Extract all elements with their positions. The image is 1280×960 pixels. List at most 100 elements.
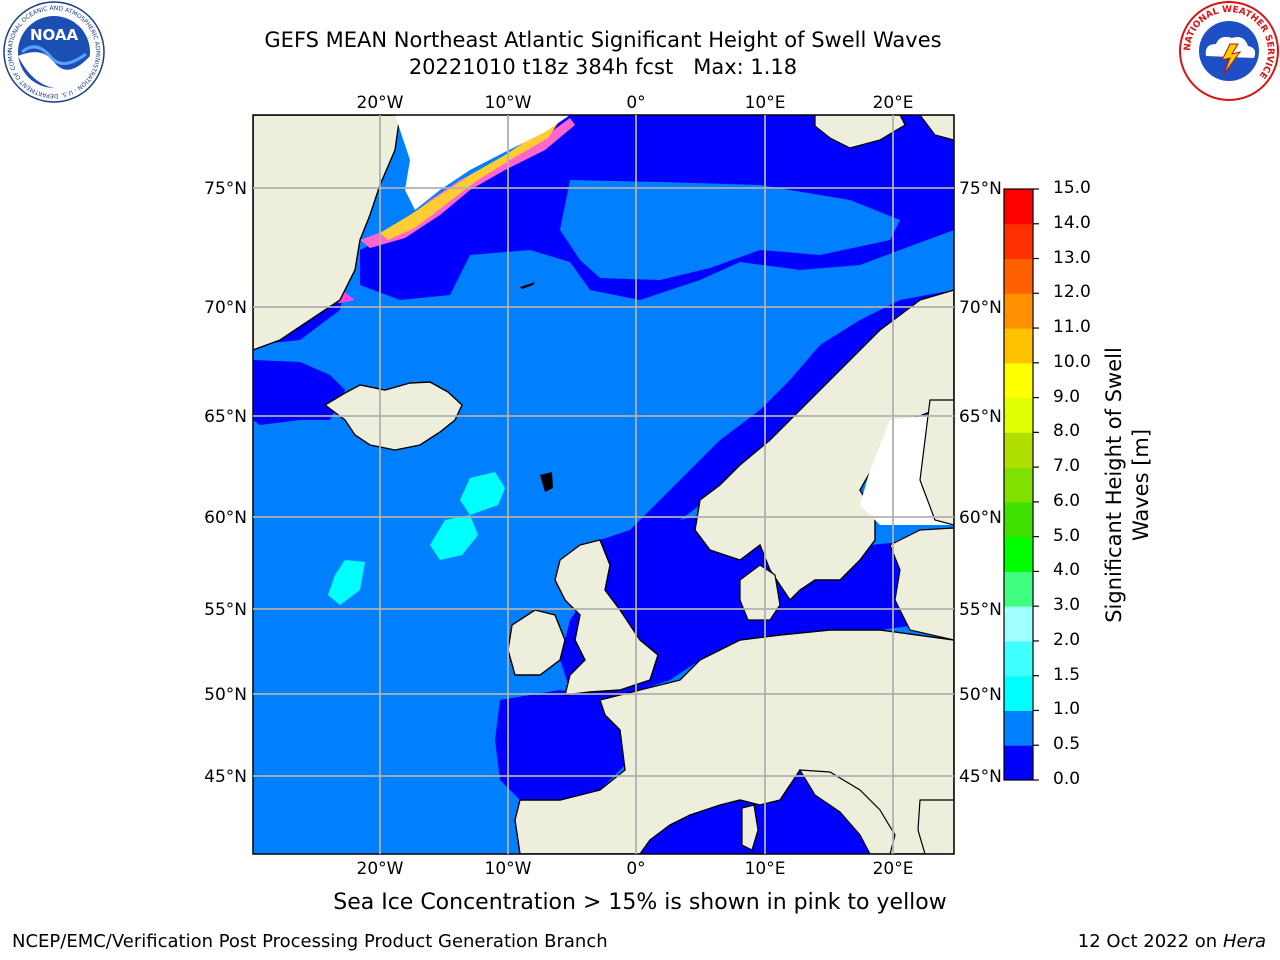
- lon-label-top: 20°W: [357, 93, 404, 113]
- lon-label-top: 10°E: [745, 93, 786, 113]
- colorbar-tick-label: 15.0: [1053, 178, 1091, 198]
- colorbar-segment: [1004, 675, 1033, 711]
- graticule: [253, 115, 954, 854]
- colorbar-segment: [1004, 223, 1033, 260]
- map-frame: [252, 114, 955, 855]
- sea-ice-caption: Sea Ice Concentration > 15% is shown in …: [333, 890, 947, 915]
- nws-logo-icon: NATIONAL WEATHER SERVICE: [1179, 1, 1279, 101]
- land-corsica-sardinia: [741, 804, 759, 851]
- colorbar-tick-label: 9.0: [1053, 386, 1081, 407]
- footer-date: 12 Oct 2022 on Hera: [1078, 931, 1266, 952]
- land-continental-europe: [514, 629, 954, 854]
- sea-low-swell-iceland-west: [253, 360, 345, 425]
- colorbar-segment: [1004, 606, 1033, 642]
- axis-labels: 20°W 20°W 10°W 10°W 0° 0° 10°E 10°E 20°E 20°E 75°N…: [204, 93, 1002, 879]
- colorbar-tick-label: 7.0: [1053, 456, 1081, 477]
- lat-label-left: 65°N: [204, 407, 247, 427]
- land-greenland: [253, 115, 401, 351]
- colorbar-title-line1: Significant Height of Swell: [1102, 347, 1126, 623]
- land-finland: [919, 399, 954, 526]
- colorbar-segment: [1004, 536, 1033, 572]
- colorbar: [1003, 188, 1039, 781]
- sea-low-swell-norway-coast: [600, 290, 954, 560]
- lat-label-right: 65°N: [959, 407, 1002, 427]
- land-ireland: [507, 609, 566, 676]
- sea-ice-edge: [380, 120, 560, 240]
- land-balkans: [917, 799, 954, 854]
- colorbar-tick-label: 12.0: [1053, 282, 1091, 303]
- lon-label-bottom: 20°W: [357, 859, 404, 879]
- lat-label-right: 70°N: [959, 298, 1002, 318]
- land-denmark: [739, 564, 781, 621]
- lon-label-bottom: 10°W: [485, 859, 532, 879]
- lat-label-right: 50°N: [959, 685, 1002, 705]
- colorbar-tick-label: 6.0: [1053, 490, 1081, 511]
- sea-low-swell-biscay: [495, 690, 630, 800]
- colorbar-segment: [1004, 467, 1033, 503]
- footer-host: Hera: [1222, 931, 1266, 952]
- colorbar-segment: [1004, 293, 1033, 329]
- lat-label-left: 45°N: [204, 767, 247, 787]
- colorbar-segment: [1004, 745, 1033, 781]
- lat-label-left: 75°N: [204, 179, 247, 199]
- land-baltics: [889, 527, 954, 641]
- colorbar-segment: [1004, 432, 1033, 468]
- sea-high-swell-patch: [430, 515, 478, 560]
- colorbar-tick-label: 5.0: [1053, 525, 1081, 546]
- colorbar-tick-label: 1.0: [1053, 699, 1081, 720]
- sea-high-swell-patch: [460, 472, 505, 515]
- colorbar-segment: [1004, 640, 1033, 677]
- footer-credit: NCEP/EMC/Verification Post Processing Pr…: [12, 931, 608, 952]
- lat-label-right: 45°N: [959, 767, 1002, 787]
- lat-label-right: 55°N: [959, 600, 1002, 620]
- lat-label-right: 60°N: [959, 508, 1002, 528]
- noaa-logo-text: NOAA: [30, 26, 79, 44]
- lon-label-top: 0°: [626, 93, 645, 113]
- lon-label-bottom: 10°E: [745, 859, 786, 879]
- land-svalbard: [814, 115, 906, 149]
- colorbar-tick-label: 2.0: [1053, 629, 1081, 650]
- colorbar-segment: [1004, 571, 1033, 607]
- colorbar-title-line2: Waves [m]: [1129, 428, 1153, 542]
- colorbar-tick-label: 8.0: [1053, 421, 1081, 442]
- colorbar-tick-label: 3.0: [1053, 595, 1081, 616]
- sea-high-swell-patch: [328, 560, 365, 605]
- colorbar-segment: [1004, 328, 1033, 364]
- colorbar-tick-label: 11.0: [1053, 317, 1091, 338]
- lon-label-bottom: 20°E: [873, 859, 914, 879]
- colorbar-tick-label: 1.5: [1053, 664, 1081, 685]
- colorbar-segment: [1004, 397, 1033, 433]
- lat-label-left: 70°N: [204, 298, 247, 318]
- land-faroe: [540, 472, 553, 492]
- land-great-britain: [554, 539, 659, 696]
- lon-label-top: 20°E: [873, 93, 914, 113]
- noaa-logo-icon: NOAA NATIONAL OCEANIC AND ATMOSPHERIC AD…: [2, 0, 105, 103]
- colorbar-segment: [1004, 258, 1033, 294]
- colorbar-frame: [1003, 188, 1034, 781]
- colorbar-segment: [1004, 362, 1033, 399]
- colorbar-tick-label: 10.0: [1053, 351, 1091, 372]
- land-italy: [798, 769, 896, 854]
- colorbar-tick-label: 0.5: [1053, 734, 1081, 755]
- sea-low-swell-arctic-patch: [560, 180, 900, 280]
- lon-label-top: 10°W: [485, 93, 532, 113]
- colorbar-segment: [1004, 501, 1033, 538]
- lat-label-left: 50°N: [204, 685, 247, 705]
- map-title: GEFS MEAN Northeast Atlantic Significant…: [264, 28, 942, 52]
- lat-label-right: 75°N: [959, 179, 1002, 199]
- lat-label-left: 55°N: [204, 600, 247, 620]
- colorbar-tick-label: 4.0: [1053, 560, 1081, 581]
- land-jan-mayen: [520, 282, 535, 289]
- lon-label-bottom: 0°: [626, 859, 645, 879]
- map-subtitle: 20221010 t18z 384h fcst Max: 1.18: [408, 55, 798, 79]
- colorbar-segment: [1004, 710, 1033, 746]
- footer-date-text: 12 Oct 2022 on: [1077, 931, 1223, 952]
- land-svalbard-east: [919, 115, 954, 141]
- colorbar-tick-label: 14.0: [1053, 212, 1091, 233]
- colorbar-segment: [1004, 189, 1033, 225]
- land-greenland-ice: [395, 115, 570, 210]
- lat-label-left: 60°N: [204, 508, 247, 528]
- colorbar-tick-label: 0.0: [1053, 769, 1081, 789]
- colorbar-tick-label: 13.0: [1053, 247, 1091, 268]
